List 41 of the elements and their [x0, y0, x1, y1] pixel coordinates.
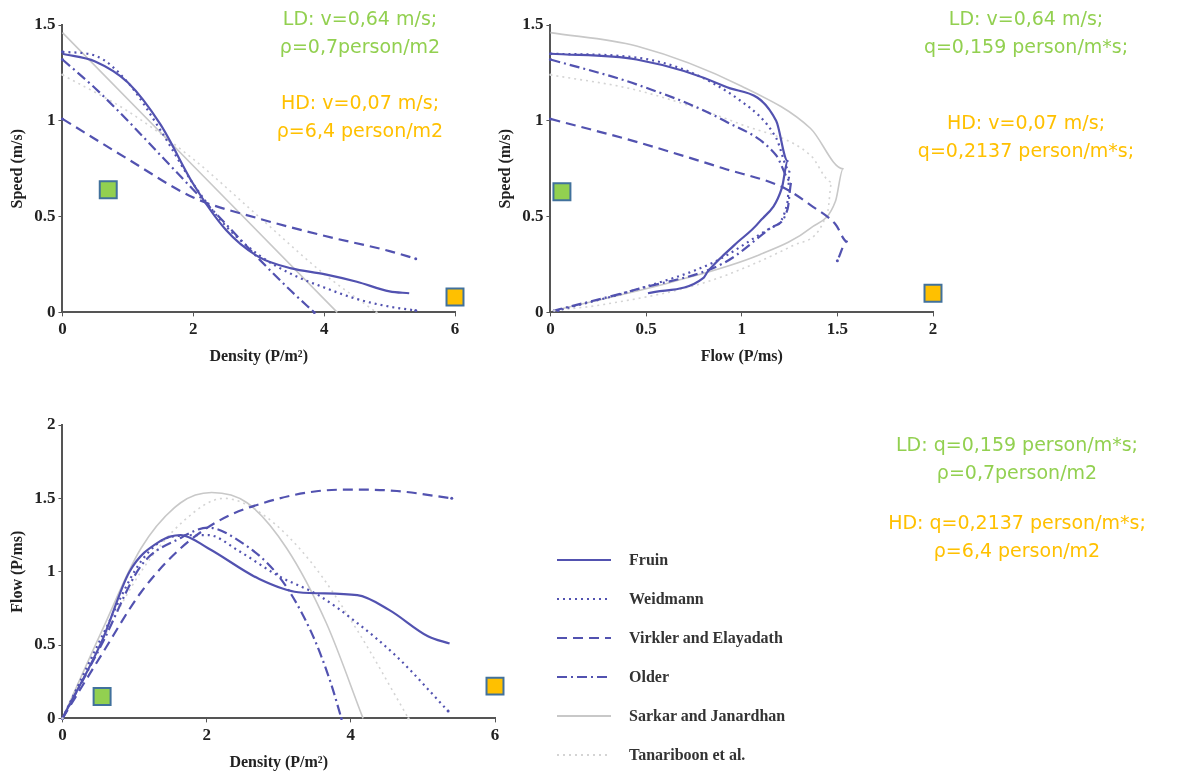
x-tick-label: 4: [319, 318, 329, 338]
y-axis-title: Flow (P/ms): [7, 530, 26, 613]
y-tick-label: 0: [534, 301, 544, 321]
y-tick-label: 0: [46, 301, 56, 321]
legend-label: Fruin: [629, 550, 669, 569]
y-axis-title: Speed (m/s): [7, 128, 26, 209]
x-tick-label: 1.5: [826, 318, 848, 338]
x-tick-label: 1: [737, 318, 746, 338]
y-tick-label: 0: [46, 707, 56, 727]
text: LD: q=0,159 person/m*s; ρ=0,7person/m2: [895, 432, 1139, 485]
x-tick-label: 2: [202, 724, 211, 744]
y-tick-label: 1: [46, 561, 56, 581]
x-tick-label: 2: [928, 318, 938, 338]
annotation: LD: v=0,64 m/s; ρ=0,7person/m2: [278, 6, 442, 59]
legend-label: Virkler and Elayadath: [629, 628, 783, 647]
legend-label: Tanariboon et al.: [629, 745, 746, 764]
x-tick-label: 4: [346, 724, 356, 744]
legend-label: Older: [629, 667, 669, 686]
y-tick-label: 1.5: [34, 14, 56, 34]
y-axis-title: Speed (m/s): [495, 128, 514, 209]
x-tick-label: 6: [450, 318, 460, 338]
x-axis-title: Density (P/m²): [229, 752, 329, 771]
y-tick-label: 0.5: [34, 205, 56, 225]
legend-label: Sarkar and Janardhan: [629, 706, 786, 725]
annotation: LD: v=0,64 m/s; q=0,159 person/m*s;: [922, 6, 1130, 59]
y-tick-label: 1: [534, 110, 544, 130]
y-tick-label: 1.5: [522, 14, 544, 34]
y-tick-label: 2: [46, 414, 56, 434]
x-axis-title: Flow (P/ms): [700, 346, 783, 365]
x-axis-title: Density (P/m²): [209, 346, 309, 365]
x-tick-label: 2: [189, 318, 198, 338]
y-tick-label: 1.5: [34, 487, 56, 507]
y-tick-label: 0.5: [522, 205, 544, 225]
y-tick-label: 0.5: [34, 634, 56, 654]
x-tick-label: 0.5: [635, 318, 657, 338]
annotation: HD: v=0,07 m/s; q=0,2137 person/m*s;: [916, 110, 1136, 163]
y-tick-label: 1: [46, 110, 56, 130]
text: HD: q=0,2137 person/m*s; ρ=6,4 person/m2: [887, 510, 1147, 563]
annotation: HD: v=0,07 m/s; ρ=6,4 person/m2: [275, 90, 445, 143]
legend-label: Weidmann: [629, 589, 704, 608]
x-tick-label: 6: [490, 724, 500, 744]
